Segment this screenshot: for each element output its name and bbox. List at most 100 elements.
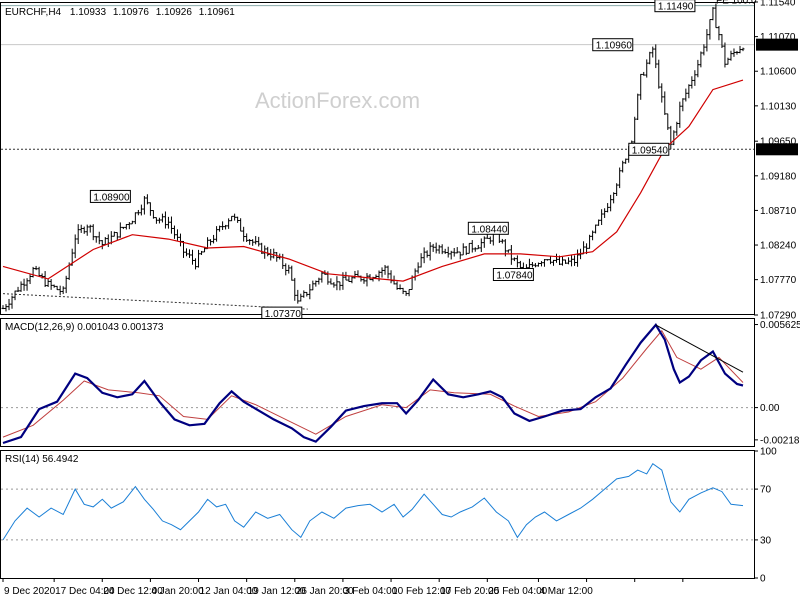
price-bar [542, 259, 546, 267]
price-bar [64, 275, 68, 294]
price-bar [317, 277, 321, 285]
price-bar [224, 224, 228, 230]
price-bar [368, 274, 372, 281]
ohlc-high: 1.10976 [113, 7, 150, 18]
price-bar [479, 238, 483, 252]
price-label-box [592, 38, 634, 52]
price-bar [618, 167, 622, 189]
price-bar [530, 261, 534, 268]
price-bar [735, 50, 739, 55]
price-bar [554, 253, 558, 263]
chart-header: EURCHF,H4 1.10933 1.10976 1.10926 1.1096… [5, 7, 235, 18]
price-bar [221, 221, 225, 230]
price-bar [94, 236, 98, 243]
price-label-box [628, 142, 670, 156]
price-label-box [89, 189, 131, 203]
macd-y-axis: 0.005625 0.00 -0.002185 [1, 320, 800, 446]
price-bar [160, 213, 164, 223]
macd-label: MACD(12,26,9) 0.001043 0.001373 [5, 322, 164, 333]
price-bar [449, 250, 453, 260]
price-bar [693, 70, 697, 86]
price-bar [329, 278, 333, 285]
price-bar [311, 280, 315, 291]
price-bar [455, 247, 459, 254]
price-bar [702, 44, 706, 56]
price-bar [407, 288, 411, 297]
chart-symbol: EURCHF,H4 [5, 7, 62, 18]
price-bar [467, 242, 471, 254]
price-bar [545, 259, 549, 261]
price-bar [236, 216, 240, 223]
price-bar [353, 270, 357, 279]
price-bar [615, 183, 619, 196]
price-bar [612, 192, 616, 204]
price-bar [275, 252, 279, 262]
price-bar [28, 274, 32, 285]
rsi-tick-label: 0 [760, 574, 766, 585]
price-bar [37, 266, 41, 277]
time-tick-label: 26 Jan 20:00 [296, 586, 354, 597]
price-bar [533, 263, 537, 268]
price-bar [130, 220, 134, 225]
moving-average [2, 79, 744, 282]
price-bar [347, 276, 351, 282]
price-label-box [492, 267, 534, 281]
price-bar [43, 271, 47, 287]
price-bar [648, 51, 652, 65]
price-bar [127, 222, 131, 230]
price-bar [515, 255, 519, 268]
rsi-panel-frame [0, 450, 755, 579]
price-bar [380, 267, 384, 278]
price-bar [527, 258, 531, 269]
price-bar [1, 305, 5, 310]
price-bar [13, 290, 17, 301]
price-bar [512, 257, 516, 262]
price-panel-frame [0, 2, 755, 315]
price-bar [58, 285, 62, 296]
watermark: ActionForex.com [255, 88, 420, 113]
price-bar [470, 240, 474, 253]
time-tick-label: 24 Dec 12:00 [103, 586, 163, 597]
price-tick-label: 1.07290 [760, 311, 797, 322]
price-bar [389, 270, 393, 284]
horizontal-levels: FE 100.0 1.10961 1.09540 [1, 0, 798, 156]
price-label-text: 1.08440 [471, 224, 508, 235]
price-bar [738, 45, 742, 54]
rsi-tick-label: 70 [760, 485, 772, 496]
macd-tick-label: -0.002185 [760, 435, 800, 446]
price-bar [500, 238, 504, 244]
price-label-text: 1.07840 [496, 270, 533, 281]
price-bar [139, 204, 143, 216]
price-label-1-10960: 1.10960 [592, 38, 634, 52]
price-bar [154, 217, 158, 224]
price-bar [308, 284, 312, 300]
price-tick-label: 1.09650 [760, 137, 797, 148]
level-value: 1.09540 [759, 145, 796, 156]
price-bars [1, 3, 745, 312]
price-bar [124, 224, 128, 230]
price-bar [404, 290, 408, 296]
price-bar [142, 196, 146, 215]
price-bar [197, 249, 201, 268]
price-bar [696, 59, 700, 78]
last-price-value: 1.10961 [759, 41, 796, 52]
price-bar [663, 91, 667, 115]
last-price-marker [756, 38, 798, 51]
price-bar [254, 236, 258, 245]
price-bar [684, 88, 688, 102]
price-bar [567, 257, 571, 265]
rsi-tick-label: 30 [760, 535, 772, 546]
price-label-1-08440: 1.08440 [467, 221, 509, 235]
price-label-text: 1.10960 [596, 41, 633, 52]
rsi-line [2, 462, 744, 541]
price-bar [118, 222, 122, 238]
price-panel: ActionForex.com EURCHF,H4 1.10933 1.1097… [0, 0, 798, 322]
price-bar [257, 236, 261, 247]
price-y-axis: 1.11540 1.11070 1.10600 1.10130 1.09650 1.091… [754, 0, 797, 322]
price-bar [597, 219, 601, 226]
rsi-y-axis: 100 70 30 0 [1, 447, 777, 585]
price-bar [395, 281, 399, 290]
price-bar [188, 249, 192, 258]
price-bar [61, 286, 65, 295]
